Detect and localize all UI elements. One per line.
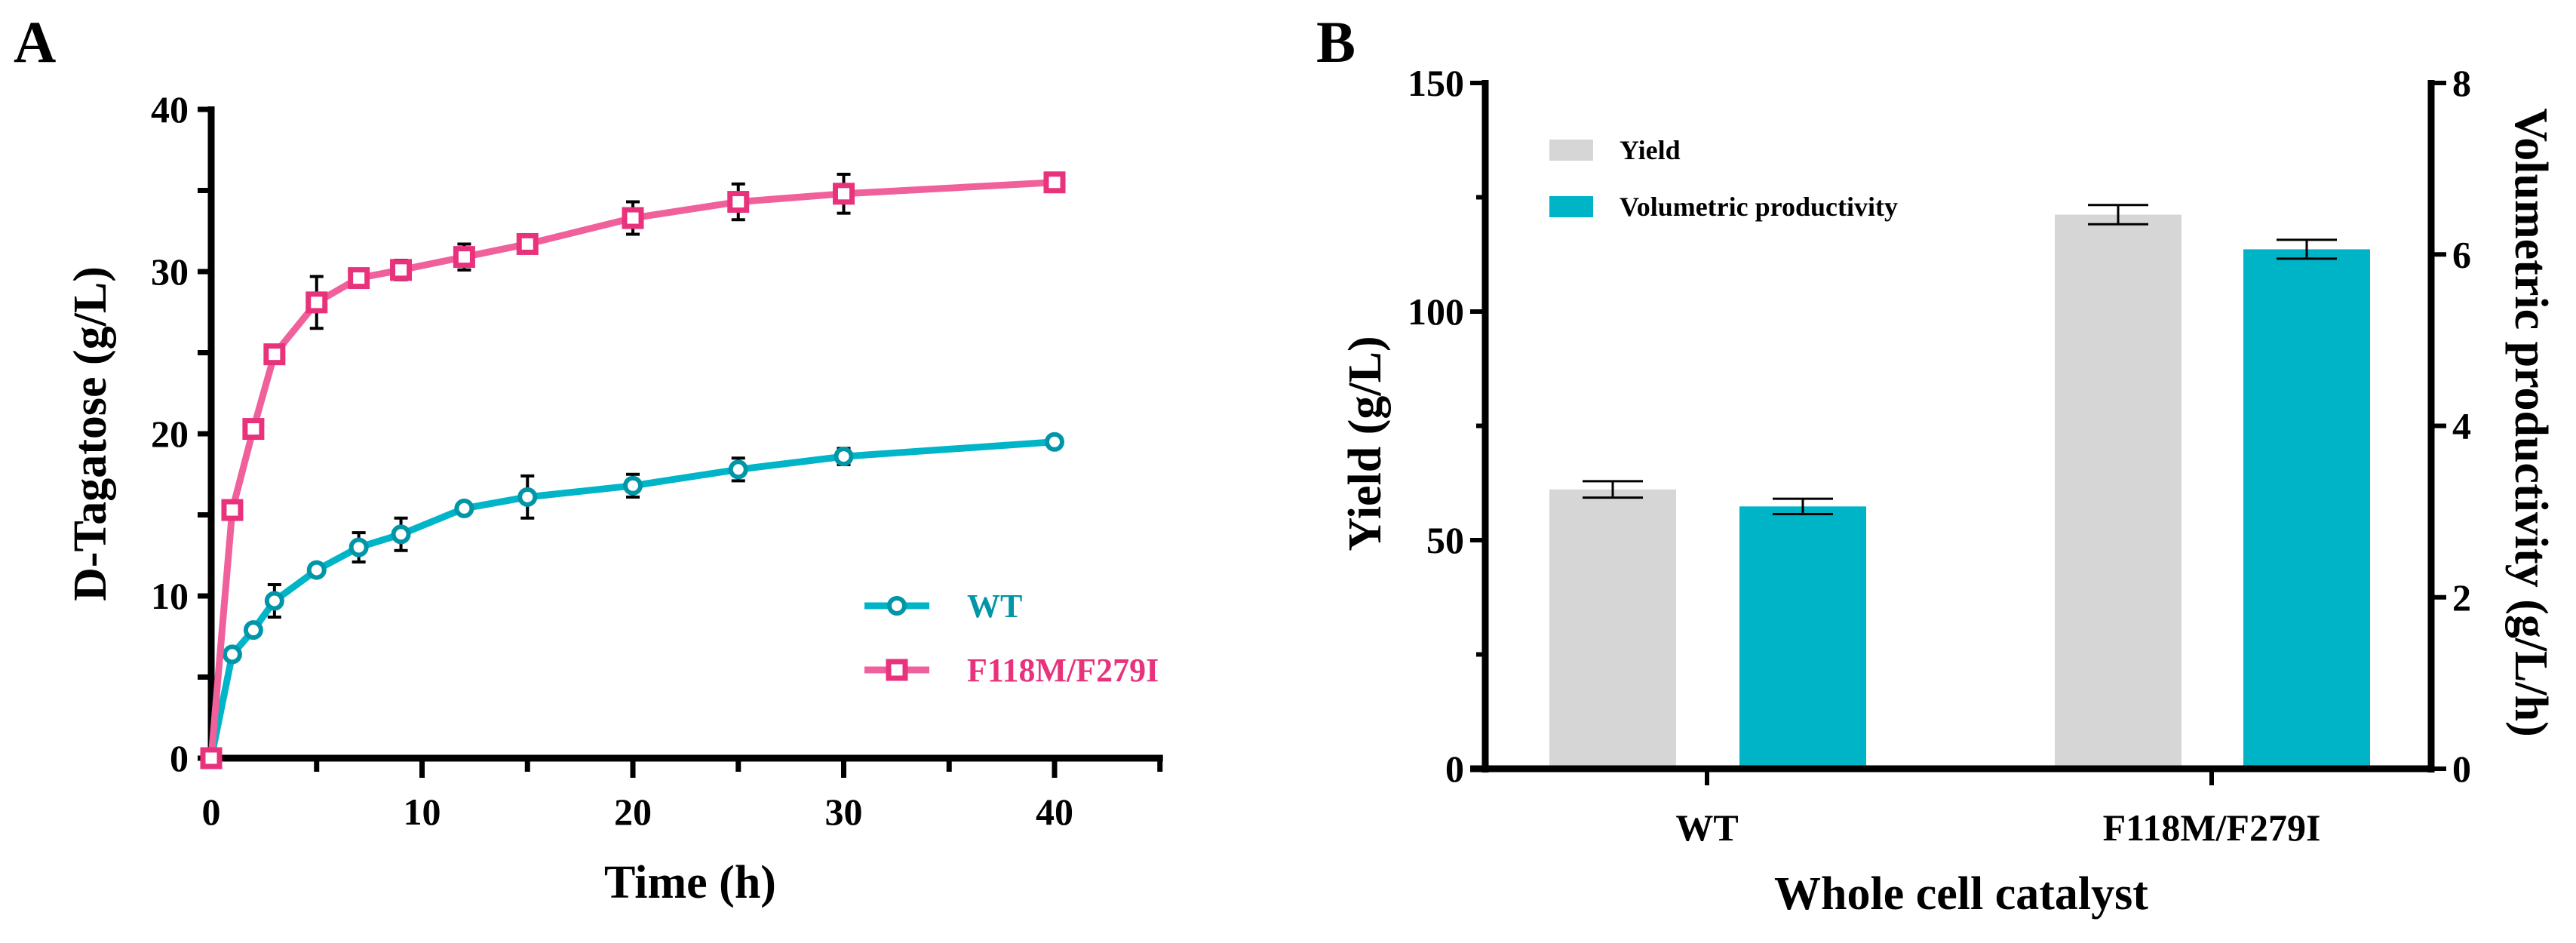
data-point-mutant <box>390 259 413 281</box>
y-axis-title-b-left: Yield (g/L) <box>1340 336 1391 551</box>
y-tick-label-right: 8 <box>2452 62 2471 104</box>
legend-label: Yield <box>1620 135 1681 165</box>
data-point-wt <box>623 475 643 496</box>
data-point-wt <box>1045 432 1064 452</box>
y-tick-label-left: 0 <box>1445 748 1464 790</box>
y-tick-label-a: 40 <box>151 88 189 131</box>
data-point-wt <box>728 459 748 480</box>
y-tick-label-a: 20 <box>151 413 189 455</box>
x-tick-label-a: 0 <box>202 791 221 833</box>
data-point-wt <box>306 560 327 580</box>
data-point-wt <box>391 524 411 545</box>
x-tick-label-a: 40 <box>1036 791 1073 833</box>
y-tick-label-right: 2 <box>2452 576 2471 619</box>
y-tick-label-left: 100 <box>1408 290 1464 333</box>
y-tick-label-right: 0 <box>2452 748 2471 790</box>
data-point-mutant <box>622 207 644 229</box>
data-point-wt <box>348 537 369 558</box>
data-point-mutant <box>348 267 370 290</box>
y-tick-label-left: 50 <box>1426 519 1464 561</box>
x-tick-label-a: 20 <box>614 791 652 833</box>
data-point-mutant <box>453 246 475 269</box>
data-point-mutant <box>200 747 223 769</box>
x-tick-label-a: 30 <box>825 791 863 833</box>
category-label: WT <box>1675 806 1738 849</box>
bar-yield <box>1549 489 1676 769</box>
data-point-mutant <box>727 191 750 213</box>
bar-productivity <box>1739 506 1866 769</box>
y-tick-label-right: 6 <box>2452 233 2471 275</box>
y-axis-title-a: D-Tagatose (g/L) <box>65 266 116 601</box>
data-point-mutant <box>833 183 855 205</box>
x-axis-title-b: Whole cell catalyst <box>1774 868 2148 920</box>
data-point-wt <box>517 487 538 507</box>
x-tick-label-a: 10 <box>404 791 441 833</box>
panel-label-b: B <box>1316 9 1356 75</box>
y-tick-label-right: 4 <box>2452 405 2471 447</box>
legend-label: Volumetric productivity <box>1620 192 1898 222</box>
legend-label: WT <box>967 588 1022 625</box>
y-tick-label-a: 0 <box>170 737 189 779</box>
data-point-mutant <box>305 291 328 314</box>
panel-label-a: A <box>14 9 56 75</box>
data-point-wt <box>834 447 854 467</box>
data-point-wt <box>243 620 263 640</box>
y-tick-label-a: 10 <box>151 575 189 617</box>
data-point-wt <box>454 498 474 518</box>
bar-chart-b: Yield Volumetric productivity 0 50 100 150 0 2 4… <box>1408 62 2471 849</box>
bar-yield <box>2055 214 2181 769</box>
data-point-mutant <box>221 499 244 521</box>
line-chart-a: 0 10 20 30 40 0 10 20 30 40 WT F118M/F279I <box>151 88 1163 833</box>
data-point-mutant <box>263 343 286 366</box>
legend-label: F118M/F279I <box>967 652 1159 689</box>
y-axis-title-b-right: Volumetric productivity (g/L/h) <box>2505 108 2556 737</box>
y-tick-label-left: 150 <box>1408 62 1464 104</box>
legend-swatch <box>1549 140 1593 161</box>
legend-marker-circle <box>887 596 907 616</box>
data-point-mutant <box>1043 171 1066 194</box>
y-tick-label-a: 30 <box>151 250 189 293</box>
data-point-mutant <box>516 232 539 255</box>
data-point-wt <box>264 591 284 611</box>
x-axis-title-a: Time (h) <box>604 857 776 908</box>
data-point-mutant <box>242 418 265 441</box>
category-label: F118M/F279I <box>2103 806 2321 849</box>
bar-productivity <box>2243 249 2370 769</box>
data-point-wt <box>222 644 242 665</box>
legend-swatch <box>1549 196 1593 217</box>
legend-marker-square <box>886 659 908 681</box>
